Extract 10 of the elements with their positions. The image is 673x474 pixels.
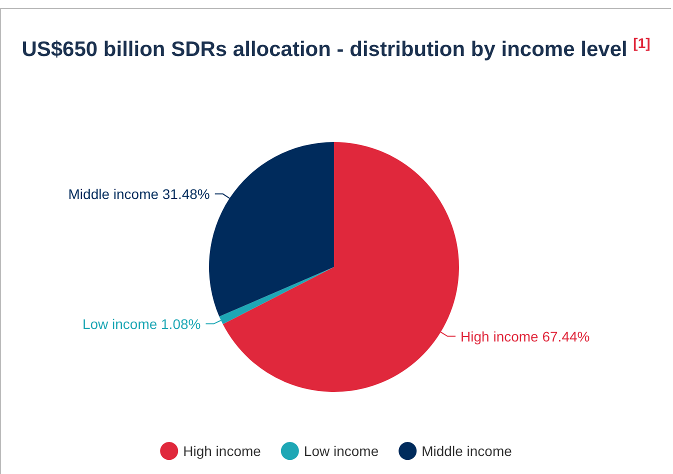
legend-label: Low income [304,443,379,459]
slice-label: Low income [82,316,158,332]
data-label: 31.48% [162,186,210,202]
data-label: 67.44% [542,328,590,344]
legend-label: High income [183,443,262,459]
slice-label: High income [460,328,539,344]
slice-label: Middle income [68,186,159,202]
legend-label: Middle income [422,443,512,459]
chart-title: US$650 billion SDRs allocation - distribution by income level $^{[1]}$ [20,35,652,62]
data-label: 1.08% [161,316,201,332]
